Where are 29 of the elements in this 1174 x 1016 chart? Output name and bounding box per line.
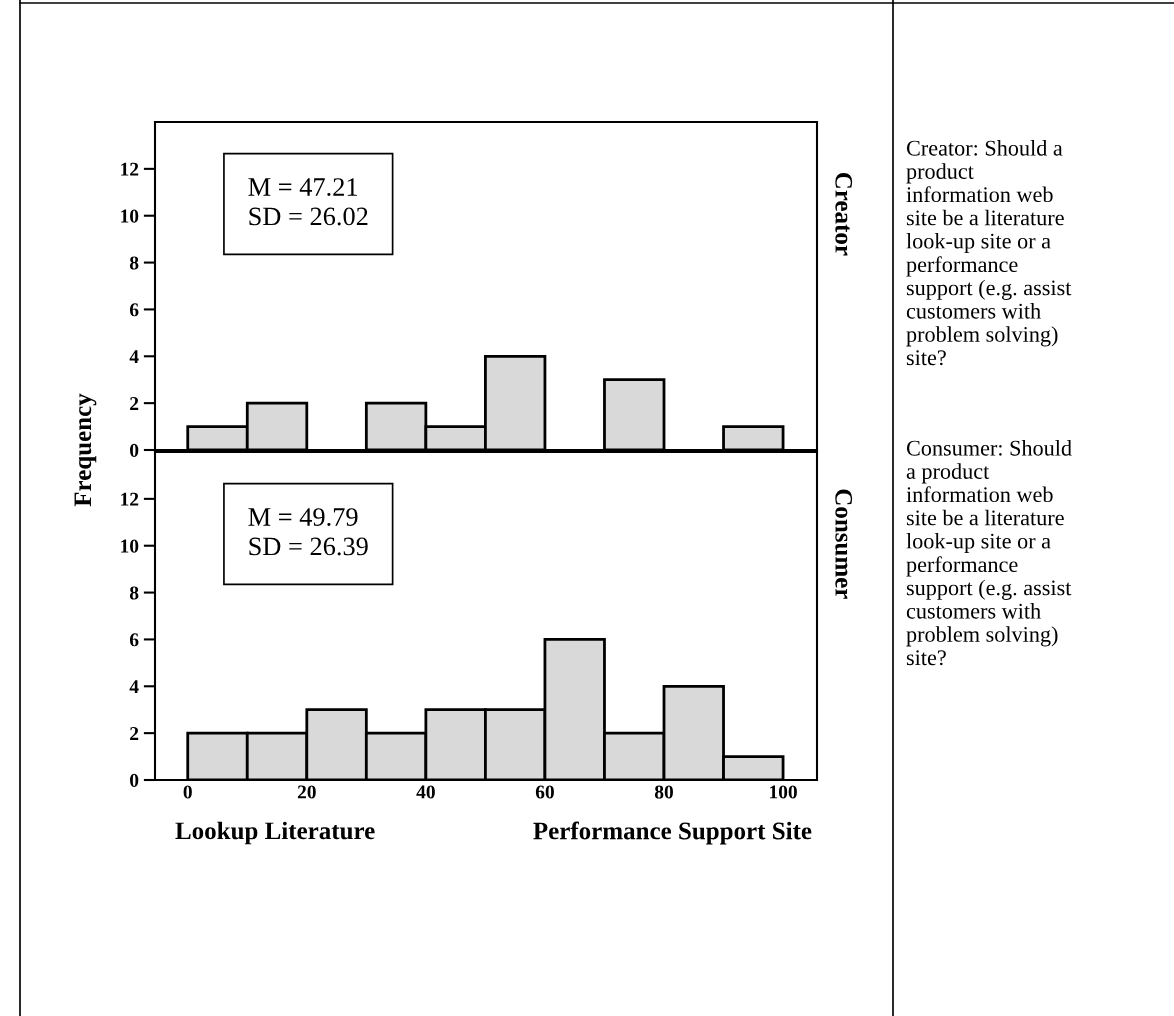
- y-tick-label: 2: [130, 397, 139, 410]
- text: Creator: [835, 172, 853, 256]
- y-tick-label: 12: [121, 162, 139, 176]
- x-tick-label: 0: [183, 785, 192, 799]
- x-tick-label: 40: [416, 785, 435, 799]
- y-tick-label: 6: [129, 303, 139, 317]
- y-tick-label: 4: [129, 350, 139, 364]
- y-tick-label: 10: [121, 209, 139, 223]
- x-tick-label: 100: [770, 785, 797, 799]
- y-tick-label: 0: [130, 773, 139, 787]
- x-tick-label: 20: [297, 785, 316, 799]
- text: Consumer: [835, 489, 853, 599]
- y-tick-label: 8: [129, 256, 139, 270]
- x-axis-title: Lookup Literature: [175, 821, 375, 845]
- text: Performance Support Site: [533, 821, 812, 845]
- y-tick-label: 6: [129, 633, 139, 647]
- y-tick-label: 2: [130, 727, 139, 740]
- annotation: M = 47.21 SD = 26.02: [248, 178, 368, 226]
- x-tick-label: 60: [535, 785, 554, 799]
- y-tick-label: 0: [130, 443, 139, 457]
- y-tick-label: 4: [129, 680, 139, 694]
- x-tick-label: 80: [654, 785, 673, 799]
- y-tick-label: 12: [121, 492, 139, 506]
- annotation: M = 49.79 SD = 26.39: [248, 508, 368, 556]
- y-axis-title: Frequency: [74, 393, 97, 507]
- y-tick-label: 8: [129, 586, 139, 600]
- text: Creator: Should a product information web site be a literature look-up site or a performance support (e.g. assist customers with problem solving) site?: [906, 140, 1072, 366]
- text: Consumer: Should a product information web site be a literature look-up site or a performance support (e.g. assist customers with problem solving) site?: [906, 440, 1072, 666]
- y-tick-label: 10: [121, 539, 139, 553]
